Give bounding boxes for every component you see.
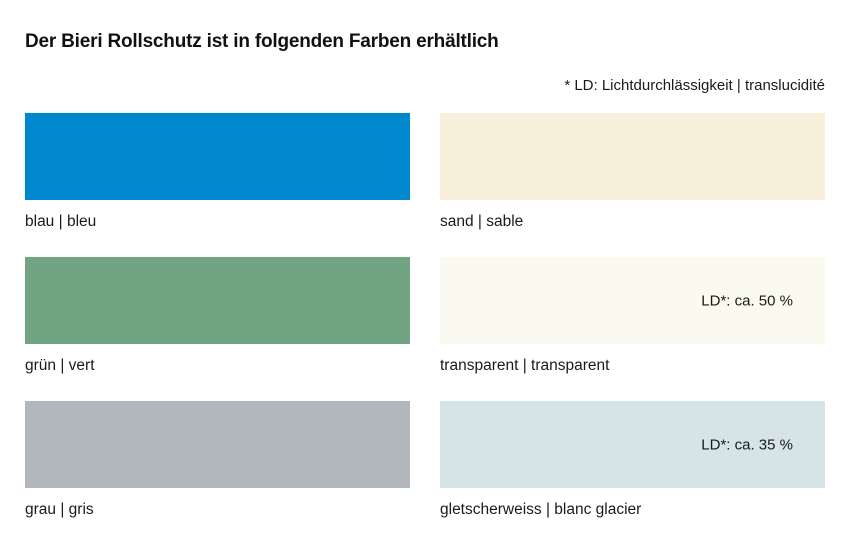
color-swatch-sand: [440, 113, 825, 200]
swatch-cell-gruen: grün | vert: [25, 257, 410, 375]
swatch-cell-sand: sand | sable: [440, 113, 825, 231]
page-title: Der Bieri Rollschutz ist in folgenden Fa…: [25, 31, 499, 52]
swatch-label: transparent | transparent: [440, 357, 610, 374]
swatch-cell-transparent: LD*: ca. 50 % transparent | transparent: [440, 257, 825, 375]
color-swatch-gletscherweiss: LD*: ca. 35 %: [440, 401, 825, 488]
swatch-label: gletscherweiss | blanc glacier: [440, 501, 642, 518]
ld-value: LD*: ca. 35 %: [701, 436, 793, 453]
swatch-label: blau | bleu: [25, 213, 97, 230]
color-grid: blau | bleu sand | sable grün | vert LD*…: [25, 113, 825, 519]
swatch-cell-gletscherweiss: LD*: ca. 35 % gletscherweiss | blanc gla…: [440, 401, 825, 519]
ld-footnote: * LD: Lichtdurchlässigkeit | translucidi…: [564, 77, 825, 94]
color-swatch-gruen: [25, 257, 410, 344]
color-swatch-transparent: LD*: ca. 50 %: [440, 257, 825, 344]
swatch-label: grau | gris: [25, 501, 94, 518]
color-swatch-grau: [25, 401, 410, 488]
swatch-label: sand | sable: [440, 213, 524, 230]
swatch-label: grün | vert: [25, 357, 95, 374]
color-swatch-blau: [25, 113, 410, 200]
swatch-cell-blau: blau | bleu: [25, 113, 410, 231]
swatch-cell-grau: grau | gris: [25, 401, 410, 519]
ld-value: LD*: ca. 50 %: [701, 292, 793, 309]
